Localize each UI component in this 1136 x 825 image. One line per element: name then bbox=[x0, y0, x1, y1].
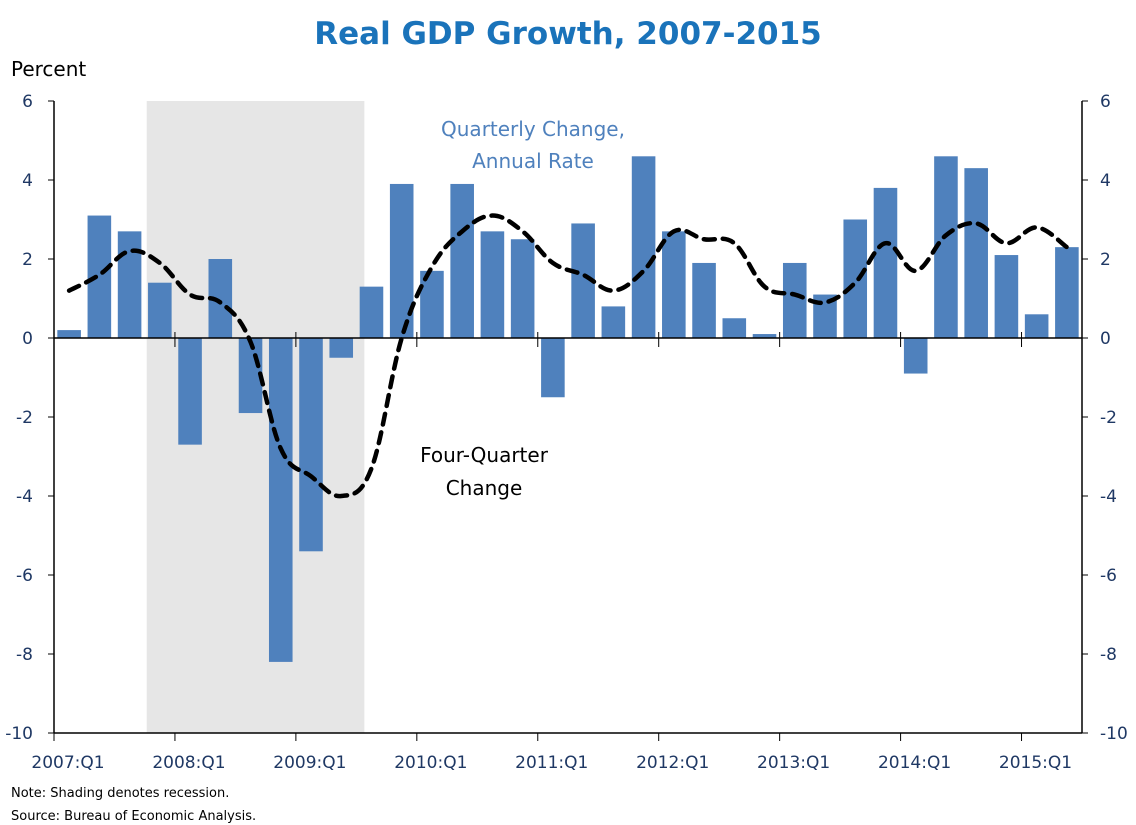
bar-2014-q4 bbox=[994, 255, 1019, 338]
bar-2014-q1 bbox=[903, 338, 928, 374]
y-tick-label-right: -2 bbox=[1100, 408, 1117, 428]
bar-2008-q1 bbox=[178, 338, 202, 445]
x-tick-label: 2015:Q1 bbox=[999, 753, 1072, 773]
bar-2010-q3 bbox=[480, 231, 505, 338]
bar-2009-q3 bbox=[359, 286, 384, 338]
x-tick-label: 2013:Q1 bbox=[757, 753, 830, 773]
x-tick-label: 2009:Q1 bbox=[273, 753, 346, 773]
x-tick-label: 2008:Q1 bbox=[152, 753, 225, 773]
y-tick-label-left: -10 bbox=[5, 724, 33, 744]
bar-2007-q1 bbox=[57, 330, 81, 338]
bar-2010-q4 bbox=[510, 239, 535, 338]
chart-title: Real GDP Growth, 2007-2015 bbox=[314, 16, 821, 52]
bar-2012-q3 bbox=[722, 318, 747, 338]
bar-2010-q1 bbox=[420, 270, 444, 338]
bar-2008-q2 bbox=[208, 259, 233, 338]
y-tick-label-right: 6 bbox=[1100, 92, 1111, 112]
annotation-four-quarter-line1: Four-Quarter bbox=[420, 443, 549, 467]
y-tick-label-left: 2 bbox=[22, 250, 33, 270]
bar-2011-q1 bbox=[541, 338, 565, 398]
four-quarter-change-line bbox=[66, 213, 1070, 499]
bar-2013-q1 bbox=[782, 262, 807, 338]
y-tick-label-right: 2 bbox=[1100, 250, 1111, 270]
x-tick-label: 2012:Q1 bbox=[636, 753, 709, 773]
annotation-four-quarter-line2: Change bbox=[446, 476, 523, 500]
bar-2014-q3 bbox=[964, 168, 988, 338]
bar-2009-q4 bbox=[389, 183, 414, 338]
y-tick-label-right: -8 bbox=[1100, 645, 1117, 665]
source-text: Source: Bureau of Economic Analysis. bbox=[11, 809, 256, 824]
bar-2007-q4 bbox=[148, 282, 172, 338]
y-tick-label-right: 0 bbox=[1100, 329, 1111, 349]
y-tick-label-right: -6 bbox=[1100, 566, 1117, 586]
y-tick-label-left: -6 bbox=[16, 566, 33, 586]
annotation-quarterly-line1: Quarterly Change, bbox=[441, 117, 625, 141]
bar-2009-q2 bbox=[329, 338, 354, 358]
axes-layer: 6 4 2 0 -2 -4 -6 -8 -10 6 4 2 0 -2 -4 -6 -8 -10 2007:Q1 200… bbox=[5, 92, 1128, 773]
bar-2010-q2 bbox=[450, 183, 474, 338]
annotation-quarterly-line2: Annual Rate bbox=[472, 149, 594, 173]
bar-2012-q4 bbox=[752, 334, 777, 338]
y-tick-label-left: 4 bbox=[22, 171, 33, 191]
x-tick-label: 2014:Q1 bbox=[878, 753, 951, 773]
y-axis-label: Percent bbox=[11, 57, 86, 81]
y-tick-label-left: 0 bbox=[22, 329, 33, 349]
y-tick-label-right: -4 bbox=[1100, 487, 1117, 507]
y-tick-label-left: -2 bbox=[16, 408, 33, 428]
bar-2008-q4 bbox=[268, 338, 293, 662]
y-tick-label-left: 6 bbox=[22, 92, 33, 112]
y-tick-label-left: -4 bbox=[16, 487, 33, 507]
note-text: Note: Shading denotes recession. bbox=[11, 786, 229, 801]
y-tick-label-right: -10 bbox=[1100, 724, 1128, 744]
bar-2007-q3 bbox=[117, 231, 142, 338]
bar-2009-q1 bbox=[299, 338, 323, 552]
bar-2011-q3 bbox=[601, 306, 626, 338]
bar-2014-q2 bbox=[934, 156, 958, 338]
bar-2013-q2 bbox=[813, 294, 837, 338]
x-tick-label: 2010:Q1 bbox=[394, 753, 467, 773]
bar-2012-q2 bbox=[692, 262, 716, 338]
x-tick-label: 2011:Q1 bbox=[515, 753, 588, 773]
bar-2011-q4 bbox=[631, 156, 656, 338]
y-tick-label-left: -8 bbox=[16, 645, 33, 665]
bar-2015-q1 bbox=[1024, 314, 1049, 338]
bar-2015-q2 bbox=[1055, 247, 1079, 338]
bar-2007-q2 bbox=[87, 215, 112, 338]
bar-2012-q1 bbox=[662, 231, 686, 338]
bar-2013-q3 bbox=[843, 219, 868, 338]
x-tick-label: 2007:Q1 bbox=[31, 753, 104, 773]
line-layer bbox=[66, 213, 1070, 499]
bar-2013-q4 bbox=[873, 187, 898, 338]
y-tick-label-right: 4 bbox=[1100, 171, 1111, 191]
bar-2011-q2 bbox=[571, 223, 595, 338]
